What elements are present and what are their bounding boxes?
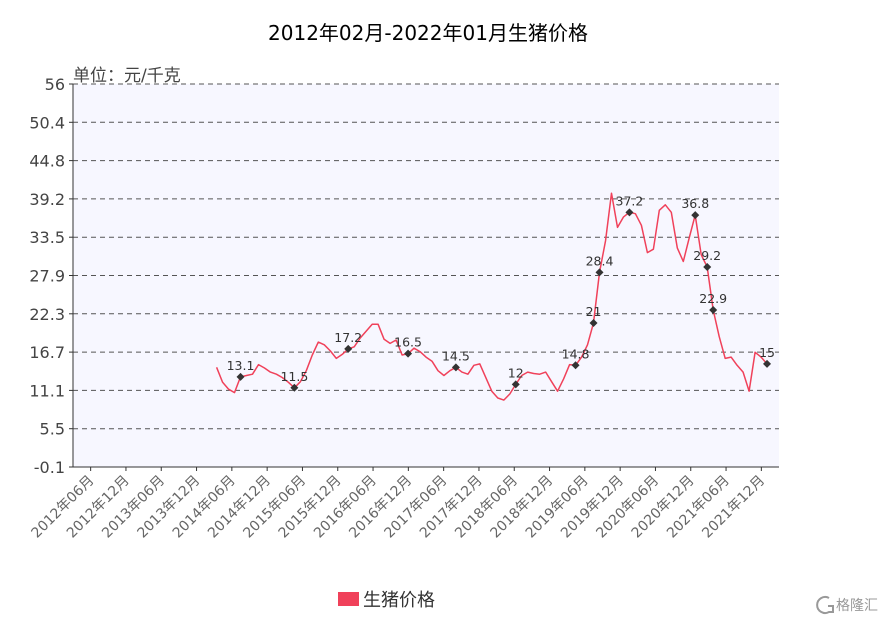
- data-label: 14.8: [562, 346, 590, 361]
- data-point-marker: [625, 208, 634, 217]
- legend-label[interactable]: 生猪价格: [363, 590, 435, 611]
- legend-swatch[interactable]: [338, 592, 359, 606]
- data-label: 22.9: [699, 291, 727, 306]
- data-point-marker: [571, 361, 580, 370]
- y-tick-label: 56: [45, 75, 65, 94]
- y-tick-label: -0.1: [34, 458, 65, 477]
- data-markers: [236, 208, 772, 392]
- data-point-marker: [703, 262, 712, 271]
- y-tick-label: 27.9: [29, 267, 65, 286]
- y-tick-label: 33.5: [29, 228, 65, 247]
- chart-title: 2012年02月-2022年01月生猪价格: [268, 21, 588, 45]
- y-axis-ticks: 56 50.4 44.8 39.2 33.5 27.9 22.3 16.7 11.1 5.5 -0.…: [29, 75, 65, 477]
- watermark-text: 格隆汇: [836, 598, 878, 614]
- y-tick-label: 50.4: [29, 113, 65, 132]
- data-label: 15: [759, 345, 775, 360]
- data-label: 37.2: [616, 193, 644, 208]
- data-label: 16.5: [394, 335, 422, 350]
- data-point-marker: [595, 268, 604, 277]
- data-label: 14.5: [442, 348, 470, 363]
- data-point-marker: [691, 211, 700, 220]
- y-tick-label: 5.5: [40, 420, 65, 439]
- data-label: 11.5: [280, 369, 308, 384]
- legend[interactable]: 生猪价格: [338, 590, 435, 611]
- data-point-marker: [290, 383, 299, 392]
- data-label: 28.4: [586, 253, 614, 268]
- data-label: 12: [508, 365, 524, 380]
- glh-logo-icon: [816, 596, 834, 614]
- data-point-marker: [404, 349, 413, 358]
- y-tick-label: 16.7: [29, 343, 65, 362]
- unit-label: 单位：元/千克: [73, 66, 181, 86]
- data-point-marker: [344, 344, 353, 353]
- data-point-marker: [589, 318, 598, 327]
- y-tick-label: 22.3: [29, 305, 65, 324]
- data-label: 13.1: [227, 358, 255, 373]
- data-labels: 13.1 11.5 17.2 16.5 14.5 12 14.8 21 28.4 37.2 36.8…: [227, 193, 775, 383]
- data-label: 17.2: [334, 330, 362, 345]
- y-tick-label: 39.2: [29, 190, 65, 209]
- data-label: 29.2: [693, 248, 721, 263]
- watermark: 格隆汇: [816, 596, 878, 614]
- y-tick-label: 11.1: [29, 381, 65, 400]
- data-point-marker: [236, 372, 245, 381]
- y-tick-label: 44.8: [29, 152, 65, 171]
- data-label: 21: [586, 304, 602, 319]
- data-label: 36.8: [681, 196, 709, 211]
- data-point-marker: [451, 363, 460, 372]
- data-point-marker: [763, 359, 772, 368]
- grid-lines: [69, 83, 779, 468]
- x-axis-ticks: 2012年06月2012年12月2013年06月2013年12月2014年06月…: [29, 467, 768, 541]
- data-point-marker: [511, 380, 520, 389]
- series-line-生猪价格: [215, 192, 768, 401]
- data-point-marker: [709, 305, 718, 314]
